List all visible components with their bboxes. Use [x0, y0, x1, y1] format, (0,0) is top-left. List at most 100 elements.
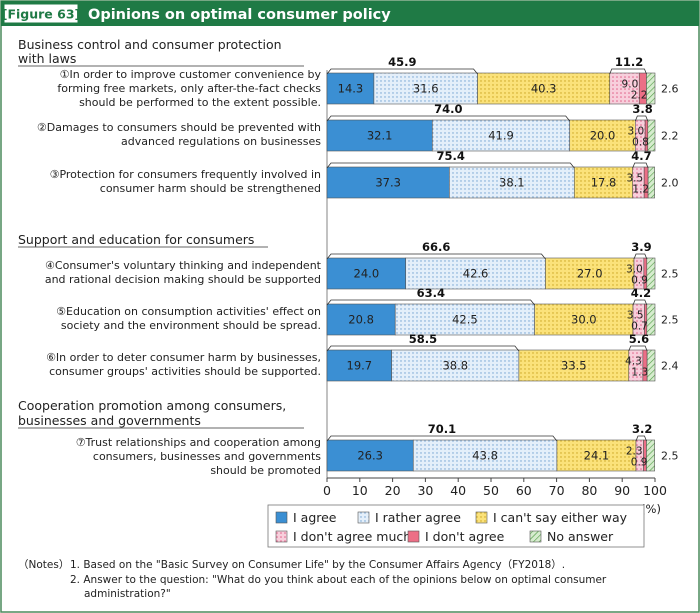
disagree-bracket: [609, 68, 647, 75]
bar-segment-1-4: [609, 72, 640, 105]
bar-value-label: 2.5: [661, 268, 679, 281]
x-tick-label: 10: [352, 483, 368, 498]
agree-bracket: [326, 253, 546, 260]
bar-value-label: 38.1: [499, 176, 525, 190]
legend-swatch-5: [407, 530, 420, 543]
disagree-total-label: 11.2: [615, 55, 643, 69]
bar-value-label: 3.0: [627, 126, 644, 138]
bar-segment-7-1: [326, 439, 414, 472]
bar-segment-1-2: [373, 72, 478, 105]
legend-label-6: No answer: [547, 529, 614, 544]
legend-label-4: I don't agree much: [293, 529, 411, 544]
item-label-3-line2: consumer harm should be strengthened: [100, 182, 321, 195]
note-1: 1. Based on the "Basic Survey on Consume…: [70, 559, 565, 571]
bar-segment-5-6: [646, 303, 656, 336]
bar-segment-6-2: [391, 349, 520, 382]
bar-segment-4-6: [646, 257, 656, 290]
group-heading-1-line1: Business control and consumer protection: [18, 37, 282, 52]
bar-segment-3-2: [449, 166, 575, 199]
disagree-total-label: 4.2: [631, 286, 651, 300]
bar-segment-4-1: [326, 257, 407, 290]
bar-value-label: 3.5: [627, 310, 644, 322]
bar-value-label: 0.9: [631, 275, 648, 287]
item-label-6-line2: consumer groups' activities should be su…: [49, 365, 321, 378]
item-label-2-line2: advanced regulations on businesses: [121, 135, 321, 148]
agree-total-label: 75.4: [436, 149, 464, 163]
item-label-1-line1: ①In order to improve customer convenienc…: [60, 68, 322, 81]
x-tick-label: 70: [549, 483, 565, 498]
x-tick-label: 90: [614, 483, 630, 498]
bar-value-label: 27.0: [577, 267, 603, 281]
figure-label: [Figure 63]: [2, 7, 81, 22]
bar-value-label: 24.1: [584, 449, 610, 463]
bar-value-label: 19.7: [347, 359, 373, 373]
bar-segment-5-3: [534, 303, 634, 336]
bar-value-label: 0.7: [631, 321, 648, 333]
bar-value-label: 30.0: [571, 313, 597, 327]
bar-segment-1-3: [477, 72, 611, 105]
disagree-total-label: 3.2: [632, 422, 652, 436]
agree-total-label: 63.4: [417, 286, 445, 300]
bar-value-label: 1.3: [631, 367, 648, 379]
agree-bracket: [326, 68, 478, 75]
bar-value-label: 0.9: [631, 457, 648, 469]
header-bar: [1, 1, 699, 26]
bar-value-label: 2.2: [631, 90, 648, 102]
item-label-7-line1: ⑦Trust relationships and cooperation amo…: [76, 436, 321, 449]
bar-value-label: 24.0: [354, 267, 380, 281]
bar-value-label: 2.3: [626, 446, 643, 458]
bar-segment-2-3: [569, 119, 636, 152]
bar-value-label: 40.3: [531, 82, 557, 96]
x-axis-unit: (%): [641, 502, 661, 516]
group-heading-2: Support and education for consumers: [18, 232, 254, 247]
legend-swatch-3: [475, 511, 488, 524]
bar-value-label: 2.4: [661, 360, 679, 373]
legend-label-1: I agree: [293, 510, 337, 525]
x-tick-label: 100: [643, 483, 667, 498]
bar-segment-2-2: [431, 119, 571, 152]
bar-value-label: 17.8: [591, 176, 617, 190]
item-label-1-line2: forming free markets, only after-the-fac…: [57, 82, 321, 95]
item-label-3-line1: ③Protection for consumers frequently inv…: [50, 168, 321, 181]
figure-title: Opinions on optimal consumer policy: [88, 7, 391, 23]
item-label-5-line1: ⑤Education on consumption activities' ef…: [56, 305, 321, 318]
legend-swatch-2: [357, 511, 370, 524]
legend-box: [267, 504, 645, 548]
legend: I agree I rather agree I can't say either …: [275, 510, 628, 544]
legend-label-2: I rather agree: [375, 510, 461, 525]
disagree-bracket: [628, 345, 648, 352]
agree-bracket: [326, 162, 575, 169]
bar-segment-7-3: [556, 439, 637, 472]
disagree-total-label: 3.8: [632, 102, 652, 116]
bar-segment-6-6: [646, 349, 656, 382]
bar-segment-4-2: [405, 257, 546, 290]
bar-value-label: 2.5: [661, 314, 679, 327]
agree-bracket: [326, 115, 571, 122]
item-label-5-line2: society and the environment should be sp…: [61, 319, 321, 332]
bar-segment-4-3: [545, 257, 635, 290]
x-tick-label: 20: [385, 483, 401, 498]
disagree-bracket: [635, 435, 647, 442]
disagree-bracket: [632, 162, 649, 169]
legend-swatch-4: [275, 530, 288, 543]
bar-value-label: 20.8: [348, 313, 374, 327]
bar-value-label: 4.3: [625, 356, 642, 368]
bar-segment-3-1: [326, 166, 450, 199]
agree-total-label: 70.1: [428, 422, 456, 436]
bar-segment-6-1: [326, 349, 392, 382]
bar-value-label: 9.0: [622, 79, 639, 91]
bar-value-label: 42.5: [452, 313, 478, 327]
agree-bracket: [326, 345, 520, 352]
agree-total-label: 58.5: [409, 332, 437, 346]
bar-segment-6-3: [518, 349, 630, 382]
bar-segment-7-6: [646, 439, 655, 472]
bar-segment-3-3: [574, 166, 633, 199]
bar-segment-2-1: [326, 119, 433, 152]
legend-label-5: I don't agree: [425, 529, 505, 544]
note-2-line2: administration?": [84, 588, 171, 600]
disagree-bracket: [634, 115, 649, 122]
bar-value-label: 41.9: [488, 129, 514, 143]
agree-total-label: 66.6: [422, 240, 450, 254]
plot-area: 0 10 20 30 40 50 60 70 80 90 100 (%) 14.3 31.6 40.3 9.0…: [323, 55, 678, 516]
